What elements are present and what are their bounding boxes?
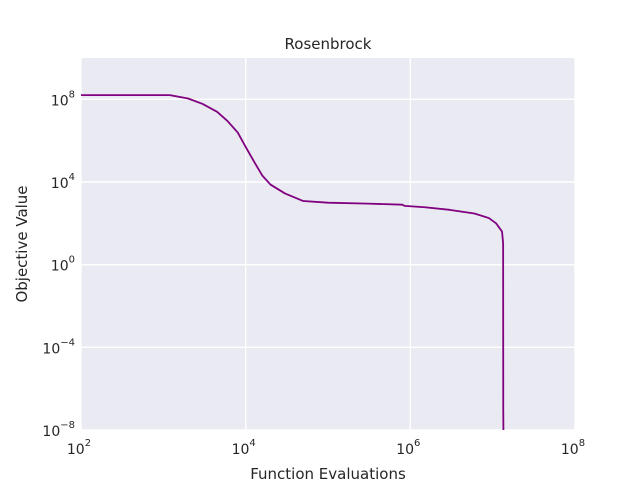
y-tick-label: 100 bbox=[51, 255, 75, 275]
series-group bbox=[81, 94, 505, 431]
y-tick-label: 10−8 bbox=[42, 420, 75, 440]
plot-background bbox=[81, 58, 575, 430]
x-tick-label: 108 bbox=[561, 438, 585, 458]
x-tick-label: 102 bbox=[67, 438, 91, 458]
y-tick-label: 10−4 bbox=[42, 337, 75, 357]
chart-title: Rosenbrock bbox=[285, 35, 372, 53]
y-axis-label: Objective Value bbox=[13, 185, 31, 302]
y-tick-label: 108 bbox=[51, 89, 75, 109]
x-tick-label: 104 bbox=[232, 438, 256, 458]
x-tick-label: 106 bbox=[396, 438, 420, 458]
x-axis-label: Function Evaluations bbox=[250, 465, 406, 479]
series-line bbox=[81, 94, 505, 431]
tick-labels: 102 104 106 108 10−8 10−4 100 104 108 bbox=[42, 89, 585, 458]
grid bbox=[80, 58, 576, 431]
y-tick-label: 104 bbox=[51, 172, 75, 192]
